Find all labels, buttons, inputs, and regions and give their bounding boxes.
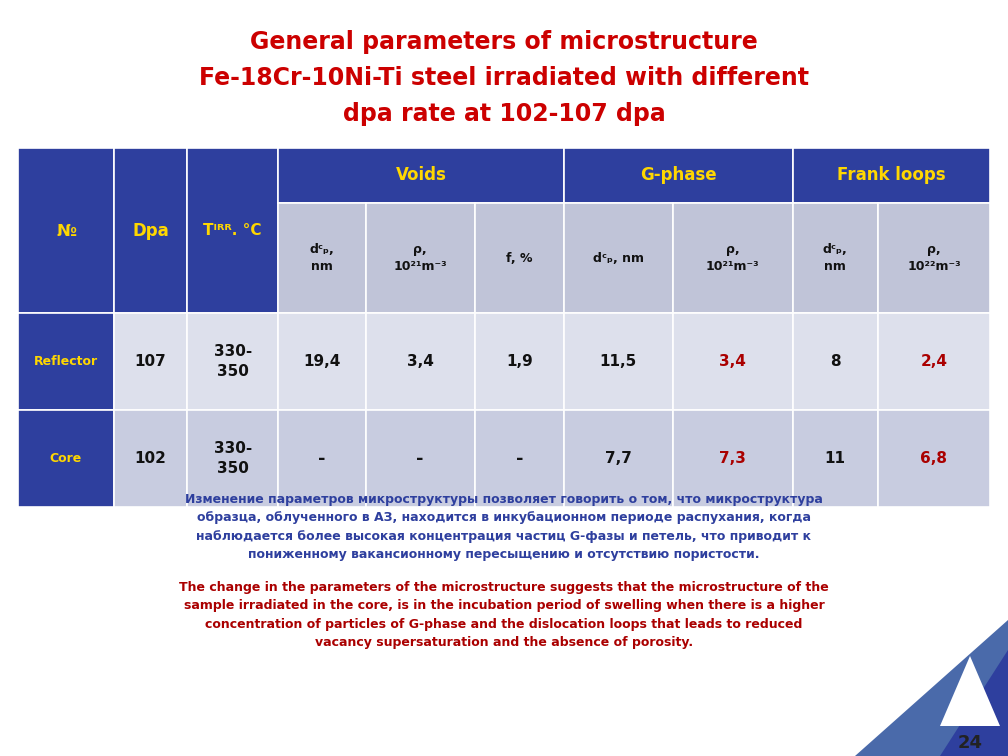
Bar (878, 410, 990, 507)
Bar (114, 313, 186, 410)
Text: dᶜₚ, nm: dᶜₚ, nm (593, 252, 644, 265)
Text: dᶜₚ,
nm: dᶜₚ, nm (823, 243, 848, 273)
Text: 7,7: 7,7 (605, 451, 632, 466)
Bar (186, 148, 278, 313)
Text: -: - (416, 450, 423, 467)
Bar (278, 148, 563, 203)
Bar (792, 203, 878, 313)
Polygon shape (855, 620, 1008, 756)
Bar (186, 313, 278, 410)
Bar (18, 313, 114, 410)
Bar (366, 203, 475, 313)
Bar (366, 410, 475, 507)
Text: Tᴵᴿᴿ. °C: Tᴵᴿᴿ. °C (204, 223, 262, 238)
Text: G-phase: G-phase (640, 166, 717, 184)
Bar (278, 410, 366, 507)
Bar (673, 313, 792, 410)
Text: 3,4: 3,4 (720, 354, 746, 369)
Text: Reflector: Reflector (34, 355, 98, 368)
Text: Voids: Voids (396, 166, 447, 184)
Bar (114, 148, 186, 313)
Text: 11: 11 (825, 451, 846, 466)
Text: -: - (319, 450, 326, 467)
Text: Frank loops: Frank loops (837, 166, 946, 184)
Text: The change in the parameters of the microstructure suggests that the microstruct: The change in the parameters of the micr… (179, 581, 829, 649)
Bar (186, 410, 278, 507)
Text: Изменение параметров микроструктуры позволяет говорить о том, что микроструктура: Изменение параметров микроструктуры позв… (185, 493, 823, 561)
Bar (563, 203, 673, 313)
Text: 330-
350: 330- 350 (214, 441, 252, 476)
Bar (792, 313, 878, 410)
Text: 24: 24 (958, 734, 983, 752)
Text: 3,4: 3,4 (406, 354, 433, 369)
Text: -: - (515, 450, 523, 467)
Text: Fe-18Cr-10Ni-Ti steel irradiated with different: Fe-18Cr-10Ni-Ti steel irradiated with di… (199, 66, 809, 90)
Bar (366, 313, 475, 410)
Bar (563, 148, 792, 203)
Bar (878, 313, 990, 410)
Text: Dpa: Dpa (132, 222, 168, 240)
Text: 107: 107 (134, 354, 166, 369)
Bar (114, 410, 186, 507)
Bar (673, 203, 792, 313)
Bar (563, 410, 673, 507)
Bar (878, 203, 990, 313)
Bar (278, 313, 366, 410)
Polygon shape (940, 656, 1000, 726)
Text: 6,8: 6,8 (920, 451, 948, 466)
Text: 330-
350: 330- 350 (214, 344, 252, 379)
Text: Core: Core (49, 452, 82, 465)
Text: 19,4: 19,4 (303, 354, 341, 369)
Text: dpa rate at 102-107 dpa: dpa rate at 102-107 dpa (343, 102, 665, 126)
Text: ρ,
10²²m⁻³: ρ, 10²²m⁻³ (907, 243, 961, 273)
Text: ρ,
10²¹m⁻³: ρ, 10²¹m⁻³ (393, 243, 447, 273)
Text: 102: 102 (134, 451, 166, 466)
Text: dᶜₚ,
nm: dᶜₚ, nm (309, 243, 335, 273)
Bar (475, 410, 563, 507)
Text: 11,5: 11,5 (600, 354, 637, 369)
Text: f, %: f, % (506, 252, 532, 265)
Polygon shape (940, 650, 1008, 756)
Bar (18, 148, 114, 313)
Bar (563, 313, 673, 410)
Text: 8: 8 (830, 354, 841, 369)
Text: №: № (56, 222, 76, 240)
Text: 1,9: 1,9 (506, 354, 532, 369)
Bar (673, 410, 792, 507)
Bar (475, 203, 563, 313)
Text: 7,3: 7,3 (720, 451, 746, 466)
Bar (475, 313, 563, 410)
Text: 2,4: 2,4 (920, 354, 948, 369)
Bar (278, 203, 366, 313)
Text: ρ,
10²¹m⁻³: ρ, 10²¹m⁻³ (706, 243, 760, 273)
Bar (18, 410, 114, 507)
Bar (792, 148, 990, 203)
Text: General parameters of microstructure: General parameters of microstructure (250, 30, 758, 54)
Bar (792, 410, 878, 507)
